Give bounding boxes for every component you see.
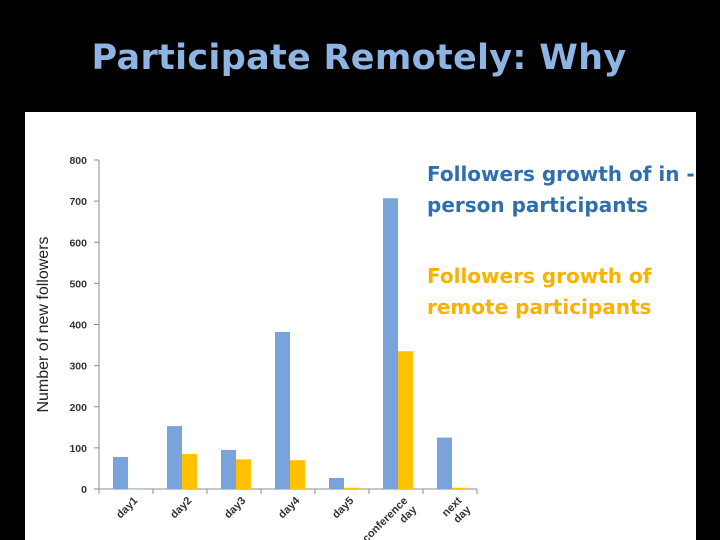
x-tick-label: day2	[168, 495, 194, 521]
bar-remote	[182, 454, 197, 489]
bar-remote	[452, 487, 467, 489]
x-tick-label: day4	[276, 494, 303, 521]
bar-remote	[344, 487, 359, 489]
x-tick-label: conferenceday	[360, 494, 420, 540]
x-axis: day1 day2 day3 day4 day5 conferenceday nextday	[98, 488, 478, 540]
y-tick-label: 0	[81, 484, 87, 496]
bar-in-person	[383, 198, 398, 489]
bar-remote	[398, 351, 413, 489]
bar-in-person	[167, 426, 182, 489]
bars	[113, 198, 467, 490]
y-tick-label: 400	[69, 320, 87, 332]
x-tick-label: nextday	[440, 494, 474, 528]
x-tick-label: day1	[114, 495, 140, 521]
bar-in-person	[113, 456, 128, 489]
legend-in-person: Followers growth of in -person participa…	[427, 162, 695, 217]
chart-panel: 0 100 200 300 400 500 600 700 800 day1 day2 day3 da…	[25, 112, 696, 540]
legend-remote: Followers growth of remote participants	[427, 264, 652, 319]
slide-title: Participate Remotely: Why	[91, 38, 627, 78]
bar-remote	[128, 489, 143, 490]
bar-in-person	[275, 331, 290, 489]
x-tick-label: day5	[330, 495, 356, 521]
y-axis: 0 100 200 300 400 500 600 700 800	[69, 155, 100, 496]
bar-in-person	[437, 437, 452, 489]
y-tick-label: 500	[69, 278, 87, 290]
bar-remote	[236, 459, 251, 489]
y-tick-label: 800	[69, 155, 87, 167]
x-tick-label: day3	[222, 495, 248, 521]
y-tick-label: 700	[69, 196, 87, 208]
y-axis-label: Number of new followers	[35, 236, 52, 412]
y-tick-label: 100	[69, 443, 87, 455]
y-tick-label: 200	[69, 402, 87, 414]
y-tick-label: 600	[69, 237, 87, 249]
bar-in-person	[329, 477, 344, 489]
y-tick-label: 300	[69, 361, 87, 373]
bar-in-person	[221, 449, 236, 489]
bar-remote	[290, 460, 305, 489]
